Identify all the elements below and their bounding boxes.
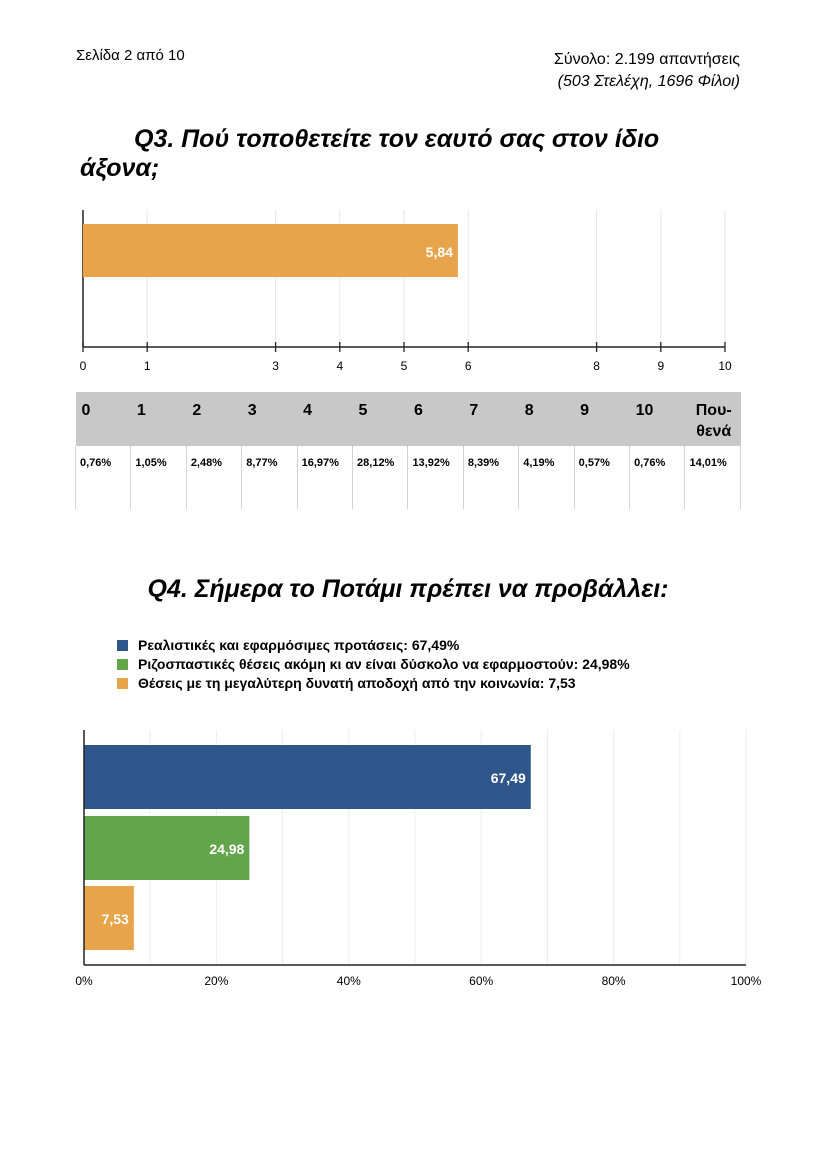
table-header-cell: 7 [463,392,519,446]
q3-tick-label: 0 [80,359,87,373]
table-header-cell: 10 [629,392,685,446]
table-value-row: 0,76% 1,05% 2,48% 8,77% 16,97% 28,12% 13,92% 8,… [74,446,741,509]
table-value-cell: 8,39% [462,446,519,509]
q4-tick-label: 40% [337,974,361,988]
legend-item: Ριζοσπαστικές θέσεις ακόμη κι αν είναι δ… [117,655,630,674]
table-value-cell: 0,76% [629,446,685,509]
q4-bar-value-label: 24,98 [209,841,244,857]
q3-bar-value-label: 5,84 [426,244,453,260]
q3-tick-label: 6 [465,359,472,373]
table-header-cell: 2 [186,392,242,446]
q4-chart: 0% 20% 40% 60% 80% 100% 67,49 24,98 7,53 [75,730,762,988]
legend-label: Θέσεις με τη μεγαλύτερη δυνατή αποδοχή α… [138,675,576,691]
q4-bar [84,816,250,880]
table-value-cell: 14,01% [684,446,741,509]
q4-bar [84,886,134,950]
distribution-table: 0 1 2 3 4 5 6 7 8 9 10 Που-θενά 0,76% 1,05% 2,48% 8,77… [74,392,741,509]
legend-swatch [117,678,128,689]
table-value-cell: 28,12% [352,446,408,509]
legend-label: Ριζοσπαστικές θέσεις ακόμη κι αν είναι δ… [138,656,630,672]
table-value-cell: 0,57% [573,446,630,509]
table-header-cell: 0 [75,392,131,446]
legend-swatch [117,640,128,651]
total-line: Σύνολο: 2.199 απαντήσεις [553,51,740,68]
q3-tick-label: 5 [401,359,408,373]
legend-label: Ρεαλιστικές και εφαρμόσιμες προτάσεις: 6… [138,637,460,653]
q3-bar [83,224,458,277]
q3-chart: 0 1 3 4 5 6 8 9 10 5,84 [80,210,732,373]
table-value-cell: 1,05% [130,446,187,509]
q3-tick-label: 3 [272,359,279,373]
table-header-cell: 6 [407,392,464,446]
q3-tick-label: 1 [144,359,151,373]
breakdown-line: (503 Στελέχη, 1696 Φίλοι) [557,73,740,90]
q4-tick-label: 20% [204,974,228,988]
table-value-cell: 13,92% [407,446,464,509]
q4-tick-label: 100% [731,974,762,988]
table-header-cell: 9 [574,392,630,446]
q3-title: Q3. Πού τοποθετείτε τον εαυτό σας στον ί… [80,125,660,182]
table-header-cell: 4 [297,392,353,446]
q3-tick-label: 10 [718,359,732,373]
q4-bar [84,745,531,809]
table-header-cell: 3 [241,392,298,446]
q4-bar-value-label: 7,53 [102,911,129,927]
q3-tick-label: 8 [593,359,600,373]
table-header-cell: 1 [130,392,187,446]
total-responses: Σύνολο: 2.199 απαντήσεις (503 Στελέχη, 1… [554,49,740,93]
table-header-cell: 5 [352,392,408,446]
q4-title: Q4. Σήμερα το Ποτάμι πρέπει να προβάλλει… [147,575,669,603]
page-label: Σελίδα 2 από 10 [76,47,185,64]
q4-tick-label: 0% [75,974,93,988]
legend-item: Θέσεις με τη μεγαλύτερη δυνατή αποδοχή α… [117,674,630,693]
table-value-cell: 16,97% [296,446,353,509]
table-value-cell: 0,76% [74,446,131,509]
q4-tick-label: 80% [602,974,626,988]
table-value-cell: 4,19% [518,446,575,509]
q4-tick-label: 60% [469,974,493,988]
table-header-row: 0 1 2 3 4 5 6 7 8 9 10 Που-θενά [75,392,741,446]
q4-legend: Ρεαλιστικές και εφαρμόσιμες προτάσεις: 6… [117,636,630,693]
legend-swatch [117,659,128,670]
table-value-cell: 2,48% [185,446,242,509]
q3-tick-label: 9 [657,359,664,373]
q4-bar-value-label: 67,49 [491,770,526,786]
table-header-cell: Που-θενά [684,392,741,446]
table-header-cell: 8 [518,392,575,446]
table-value-cell: 8,77% [241,446,298,509]
q3-tick-label: 4 [336,359,343,373]
legend-item: Ρεαλιστικές και εφαρμόσιμες προτάσεις: 6… [117,636,630,655]
